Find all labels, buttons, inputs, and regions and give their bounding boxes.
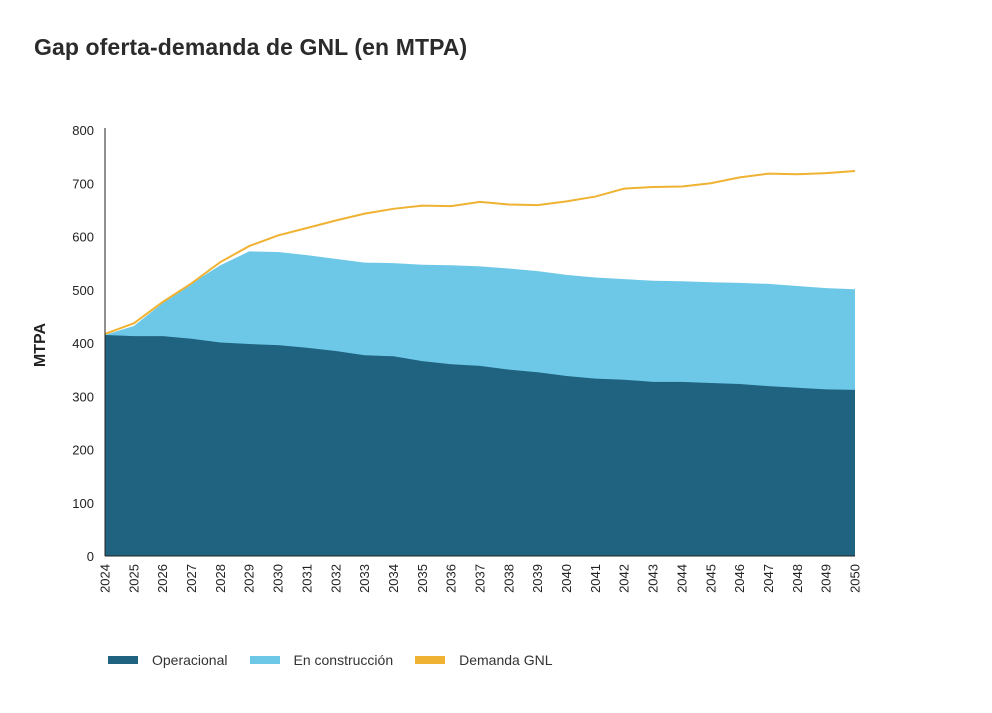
x-tick-label-2029: 2029: [242, 564, 257, 593]
y-tick-label-400: 400: [72, 336, 94, 351]
x-tick-label-2031: 2031: [299, 564, 314, 593]
x-tick-label-2033: 2033: [357, 564, 372, 593]
chart-title: Gap oferta-demanda de GNL (en MTPA): [34, 34, 468, 60]
y-tick-label-800: 800: [72, 123, 94, 138]
x-tick-label-2046: 2046: [732, 564, 747, 593]
x-tick-label-2038: 2038: [501, 564, 516, 593]
y-tick-label-0: 0: [87, 549, 94, 564]
x-tick-label-2044: 2044: [674, 564, 689, 593]
x-tick-label-2026: 2026: [155, 564, 170, 593]
y-tick-label-200: 200: [72, 443, 94, 458]
legend-item-en-construccion: En construcción: [249, 652, 394, 668]
area-operacional: [105, 335, 855, 556]
legend-swatch-en-construccion: [249, 656, 280, 664]
x-tick-label-2032: 2032: [328, 564, 343, 593]
y-tick-label-100: 100: [72, 496, 94, 511]
x-tick-label-2039: 2039: [530, 564, 545, 593]
x-tick-label-2035: 2035: [415, 564, 430, 593]
x-tick-label-2045: 2045: [703, 564, 718, 593]
legend-item-demanda-gnl: Demanda GNL: [415, 652, 553, 668]
x-tick-label-2047: 2047: [761, 564, 776, 593]
x-tick-label-2042: 2042: [617, 564, 632, 593]
x-tick-label-2043: 2043: [646, 564, 661, 593]
y-tick-label-600: 600: [72, 230, 94, 245]
x-tick-label-2048: 2048: [790, 564, 805, 593]
x-tick-label-2028: 2028: [213, 564, 228, 593]
legend-label-en-construccion: En construcción: [293, 652, 394, 668]
legend-swatch-demanda-gnl: [415, 656, 446, 664]
x-tick-label-2041: 2041: [588, 564, 603, 593]
x-tick-label-2030: 2030: [271, 564, 286, 593]
x-tick-label-2025: 2025: [126, 564, 141, 593]
legend-swatch-operacional: [108, 656, 138, 664]
x-tick-label-2027: 2027: [184, 564, 199, 593]
y-tick-label-500: 500: [72, 283, 94, 298]
x-tick-label-2040: 2040: [559, 564, 574, 593]
x-tick-label-2049: 2049: [819, 564, 834, 593]
legend-item-operacional: Operacional: [108, 652, 228, 668]
x-tick-label-2050: 2050: [848, 564, 863, 593]
x-tick-label-2037: 2037: [473, 564, 488, 593]
x-tick-label-2036: 2036: [444, 564, 459, 593]
y-tick-label-300: 300: [72, 389, 94, 404]
line-demanda-gnl: [104, 170, 856, 335]
y-tick-label-700: 700: [72, 176, 94, 191]
x-tick-label-2034: 2034: [386, 564, 401, 593]
x-tick-label-2024: 2024: [98, 564, 113, 593]
y-axis-label: MTPA: [32, 322, 49, 367]
legend: Operacional En construcción Demanda GNL: [108, 652, 575, 668]
legend-label-operacional: Operacional: [152, 652, 228, 668]
legend-label-demanda-gnl: Demanda GNL: [459, 652, 553, 668]
